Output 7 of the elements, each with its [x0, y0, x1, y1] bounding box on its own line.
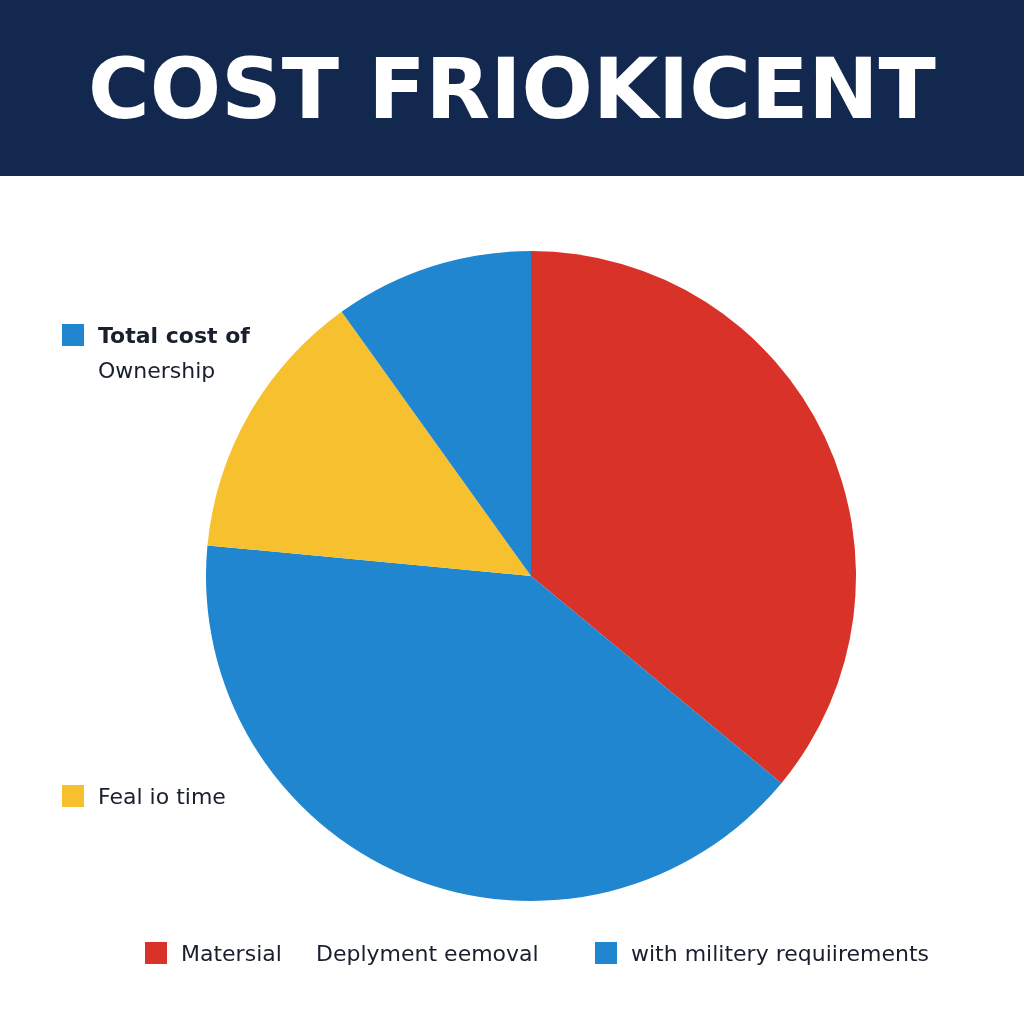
legend-label: Total cost of Ownership [98, 323, 251, 383]
text: Deplyment eemoval [316, 941, 539, 966]
legend-label: Feal io time [98, 784, 226, 809]
legend-label: with militery requiirements [631, 941, 929, 966]
chart-title: COST FRIOKICENT [88, 40, 936, 138]
pie-slice [531, 251, 856, 784]
legend-label: Matersial [181, 941, 282, 966]
